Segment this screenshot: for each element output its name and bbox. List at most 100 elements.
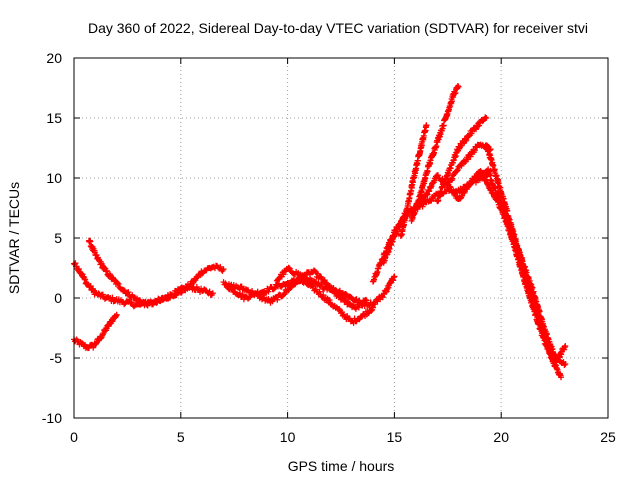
data-point-marker	[453, 168, 460, 175]
data-point-marker	[379, 294, 386, 301]
data-point-marker	[295, 278, 302, 285]
data-point-marker	[468, 130, 475, 137]
data-point-marker	[486, 168, 493, 175]
data-points	[71, 82, 569, 381]
data-point-marker	[106, 271, 113, 278]
y-tick-label: -10	[42, 410, 62, 426]
data-point-marker	[285, 264, 292, 271]
series-arc-a	[71, 311, 120, 352]
x-tick-label: 0	[70, 429, 78, 445]
data-point-marker	[103, 268, 110, 275]
data-point-marker	[449, 175, 456, 182]
data-point-marker	[461, 189, 468, 196]
y-tick-label: 5	[54, 230, 62, 246]
data-point-marker	[292, 280, 299, 287]
series-arc-c	[85, 237, 216, 309]
y-tick-labels: -10 -5 0 5 10 15 20	[42, 50, 62, 426]
data-point-marker	[75, 266, 82, 273]
x-tick-label: 15	[387, 429, 403, 445]
y-tick-label: 0	[54, 290, 62, 306]
data-point-marker	[144, 302, 151, 309]
x-axis-label: GPS time / hours	[288, 458, 395, 474]
data-point-marker	[561, 361, 568, 368]
data-point-marker	[171, 292, 178, 299]
data-point-marker	[458, 162, 465, 169]
data-point-marker	[291, 281, 298, 288]
data-point-marker	[536, 308, 543, 315]
data-point-marker	[467, 153, 474, 160]
data-point-marker	[466, 181, 473, 188]
data-point-marker	[342, 297, 349, 304]
data-point-marker	[193, 283, 200, 290]
data-point-marker	[454, 167, 461, 174]
series-arc-f	[273, 264, 398, 310]
y-tick-label: 10	[46, 170, 62, 186]
data-point-marker	[125, 289, 132, 296]
series-arc-i	[397, 122, 430, 240]
y-axis-label: SDTVAR / TECUs	[6, 182, 22, 294]
series-arc-j	[408, 82, 462, 224]
data-point-marker	[316, 288, 323, 295]
data-point-marker	[113, 311, 120, 318]
data-point-marker	[170, 293, 177, 300]
data-point-marker	[482, 114, 489, 121]
series-arc-o	[487, 176, 569, 368]
x-tick-label: 10	[280, 429, 296, 445]
data-point-marker	[270, 286, 277, 293]
data-point-marker	[113, 313, 120, 320]
data-point-marker	[455, 83, 462, 90]
data-point-marker	[435, 172, 442, 179]
data-point-marker	[467, 180, 474, 187]
data-point-marker	[103, 267, 110, 274]
series-arc-k	[434, 114, 490, 205]
data-point-marker	[280, 271, 287, 278]
data-point-marker	[95, 290, 102, 297]
data-point-marker	[464, 156, 471, 163]
data-point-marker	[93, 340, 100, 347]
data-point-marker	[558, 374, 565, 381]
data-point-marker	[371, 301, 378, 308]
data-point-marker	[220, 266, 227, 273]
data-point-marker	[463, 136, 470, 143]
data-point-marker	[326, 297, 333, 304]
y-tick-label: -5	[50, 350, 63, 366]
data-point-marker	[165, 295, 172, 302]
y-tick-label: 20	[46, 50, 62, 66]
grid-lines	[74, 58, 608, 418]
data-point-marker	[342, 290, 349, 297]
data-point-marker	[249, 287, 256, 294]
data-point-marker	[274, 296, 281, 303]
data-point-marker	[318, 281, 325, 288]
data-point-marker	[419, 203, 426, 210]
data-point-marker	[391, 273, 398, 280]
x-tick-labels: 0 5 10 15 20 25	[70, 429, 616, 445]
data-point-marker	[120, 287, 127, 294]
chart-title: Day 360 of 2022, Sidereal Day-to-day VTE…	[88, 20, 588, 36]
x-tick-label: 20	[493, 429, 509, 445]
data-point-marker	[562, 343, 569, 349]
data-point-marker	[430, 195, 437, 202]
data-point-marker	[72, 260, 79, 267]
data-point-marker	[447, 184, 454, 191]
data-point-marker	[114, 280, 121, 287]
data-point-marker	[320, 292, 327, 299]
data-point-marker	[483, 115, 490, 121]
data-point-marker	[217, 263, 224, 270]
x-tick-label: 25	[600, 429, 616, 445]
data-point-marker	[131, 294, 138, 301]
data-point-marker	[456, 145, 463, 152]
data-point-marker	[476, 122, 483, 129]
data-point-marker	[462, 138, 469, 144]
data-point-marker	[472, 175, 479, 182]
data-point-marker	[271, 285, 278, 292]
data-point-marker	[115, 281, 122, 288]
data-point-marker	[209, 290, 216, 297]
axis-ticks	[73, 57, 609, 419]
y-tick-label: 15	[46, 110, 62, 126]
data-point-marker	[238, 293, 245, 300]
x-tick-label: 5	[177, 429, 185, 445]
data-point-marker	[109, 294, 116, 301]
data-point-marker	[562, 361, 569, 367]
